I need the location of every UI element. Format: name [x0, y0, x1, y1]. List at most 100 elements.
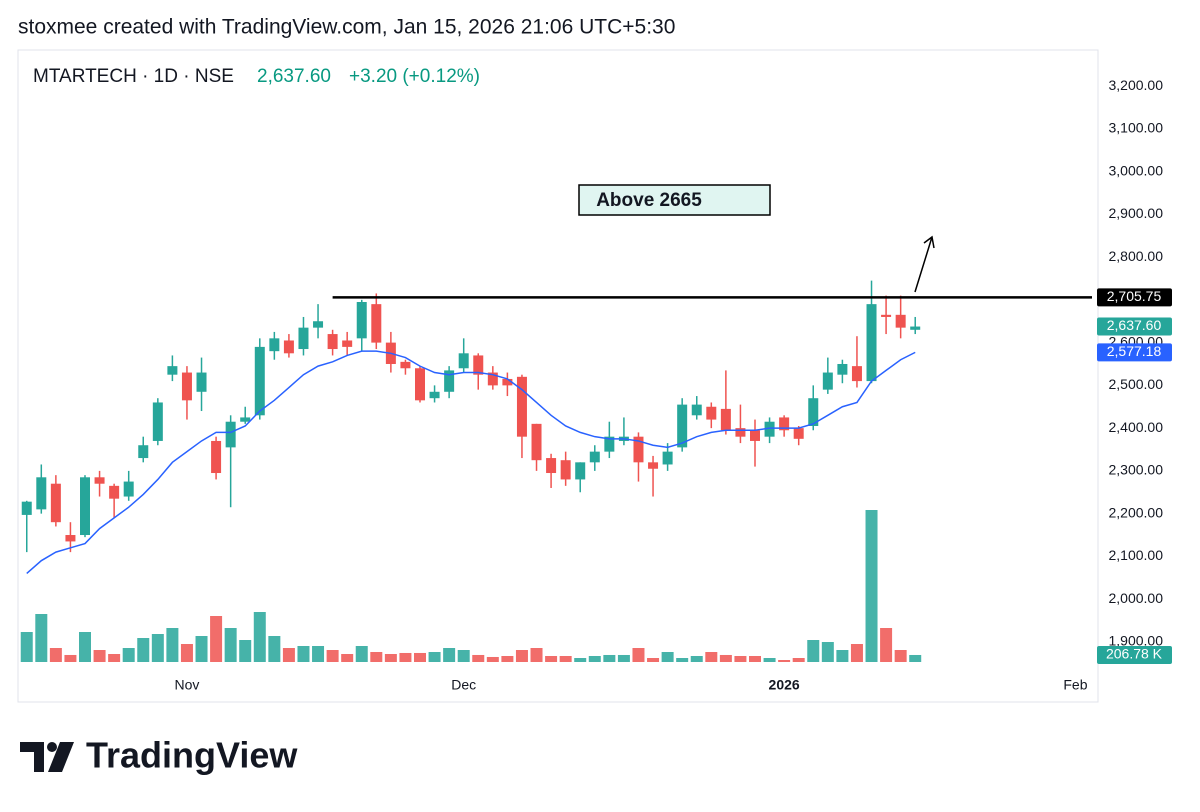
candle-body — [298, 327, 309, 350]
price-label: 2,637.60 — [1107, 317, 1162, 333]
volume-bar — [559, 656, 572, 662]
candle-body — [881, 314, 892, 317]
y-tick-label: 3,000.00 — [1109, 162, 1164, 178]
volume-bar — [108, 654, 121, 662]
candle-body — [764, 421, 775, 437]
volume-bar — [865, 510, 878, 662]
candle-body — [123, 481, 134, 497]
candle-body — [575, 462, 586, 480]
candle-body — [80, 477, 90, 536]
y-tick-label: 2,400.00 — [1109, 419, 1164, 435]
candle-body — [196, 372, 207, 392]
candle-body — [269, 338, 280, 352]
candle-body — [633, 436, 644, 463]
volume-bar — [501, 656, 514, 662]
candle-body — [458, 353, 469, 369]
volume-bar — [370, 652, 383, 662]
volume-bar — [749, 656, 761, 662]
candle-body — [793, 428, 804, 439]
x-tick-label: Nov — [175, 677, 200, 693]
candle-body — [706, 406, 717, 420]
candle-body — [837, 363, 848, 375]
y-tick-label: 2,200.00 — [1109, 504, 1164, 520]
last-price: 2,637.60 — [257, 66, 331, 87]
volume-bar — [457, 650, 470, 662]
volume-bar — [210, 616, 223, 662]
x-tick-label: 2026 — [769, 677, 800, 693]
volume-bar — [253, 612, 266, 662]
volume-bar — [49, 648, 62, 662]
volume-bar — [690, 656, 703, 662]
volume-label: 206.78 K — [1106, 646, 1163, 662]
volume-bar — [137, 638, 150, 662]
volume-bar — [574, 658, 587, 662]
candle-body — [240, 417, 251, 422]
candle-body — [560, 460, 571, 480]
volume-bar — [530, 648, 543, 662]
candle-body — [313, 321, 324, 328]
arrow — [914, 235, 935, 293]
candle-body — [589, 451, 600, 463]
candle-body — [152, 402, 163, 441]
y-tick-label: 2,100.00 — [1109, 547, 1164, 563]
candle-body — [371, 304, 382, 343]
volume-bar — [880, 628, 893, 662]
candle-body — [225, 421, 236, 448]
x-tick-label: Feb — [1063, 677, 1087, 693]
volume-bar — [35, 614, 48, 662]
volume-bar — [64, 654, 77, 662]
volume-bar — [763, 658, 776, 662]
price-label-box — [1097, 343, 1172, 362]
volume-bar — [312, 646, 325, 662]
candle-body — [211, 440, 222, 474]
volume-bar — [79, 632, 91, 662]
candle-body — [254, 346, 265, 416]
volume-bar — [414, 652, 426, 662]
candle-body — [750, 430, 760, 441]
y-tick-label: 2,000.00 — [1109, 590, 1164, 606]
volume-bar — [778, 660, 791, 662]
volume-bar — [632, 648, 645, 662]
candle-body — [50, 483, 61, 523]
change: +3.20 (+0.12%) — [349, 66, 480, 87]
volume-bar — [734, 656, 747, 662]
candle-body — [429, 391, 440, 399]
candle-body — [808, 398, 819, 426]
candle-body — [531, 423, 542, 461]
candle-body — [516, 376, 527, 437]
volume-bar — [384, 654, 397, 662]
candle-body — [546, 458, 557, 474]
volume-bar — [603, 654, 616, 662]
volume-bar — [341, 654, 354, 662]
volume-bar — [472, 654, 485, 662]
candle-body — [487, 372, 498, 386]
candle-body — [895, 314, 906, 328]
symbol: MTARTECH · 1D · NSE — [33, 66, 234, 87]
y-tick-label: 2,300.00 — [1109, 462, 1164, 478]
volume-bar — [647, 658, 660, 662]
volume-bar — [705, 652, 718, 662]
candle-body — [109, 485, 120, 499]
volume-bar — [282, 648, 295, 662]
volume-bar — [836, 650, 849, 662]
volume-bar — [676, 658, 689, 662]
price-label: 2,577.18 — [1107, 343, 1162, 359]
volume-bar — [661, 652, 674, 662]
volume-bar — [792, 658, 805, 662]
volume-bar — [428, 652, 441, 662]
candle-body — [21, 501, 32, 515]
candle-body — [181, 372, 192, 401]
candle-body — [735, 428, 746, 437]
y-tick-label: 3,100.00 — [1109, 120, 1164, 136]
candle-body — [167, 366, 178, 375]
volume-bar — [909, 654, 922, 662]
candle-body — [910, 326, 921, 330]
candle-body — [604, 436, 615, 452]
y-tick-label: 2,900.00 — [1109, 205, 1164, 221]
volume-bar — [239, 640, 252, 662]
candle-body — [400, 361, 411, 369]
credit: stoxmee created with TradingView.com, Ja… — [18, 16, 675, 39]
volume-bar — [20, 632, 33, 662]
volume-bar — [719, 654, 732, 662]
candle-body — [444, 370, 455, 392]
